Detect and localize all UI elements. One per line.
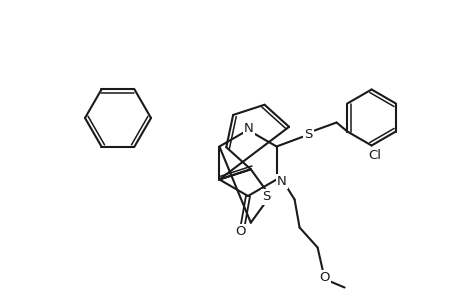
Text: O: O: [235, 226, 246, 238]
Text: S: S: [262, 190, 270, 203]
Text: S: S: [304, 128, 312, 141]
Text: N: N: [276, 175, 286, 188]
Text: O: O: [319, 271, 329, 284]
Text: Cl: Cl: [367, 149, 380, 162]
Text: N: N: [244, 122, 253, 134]
